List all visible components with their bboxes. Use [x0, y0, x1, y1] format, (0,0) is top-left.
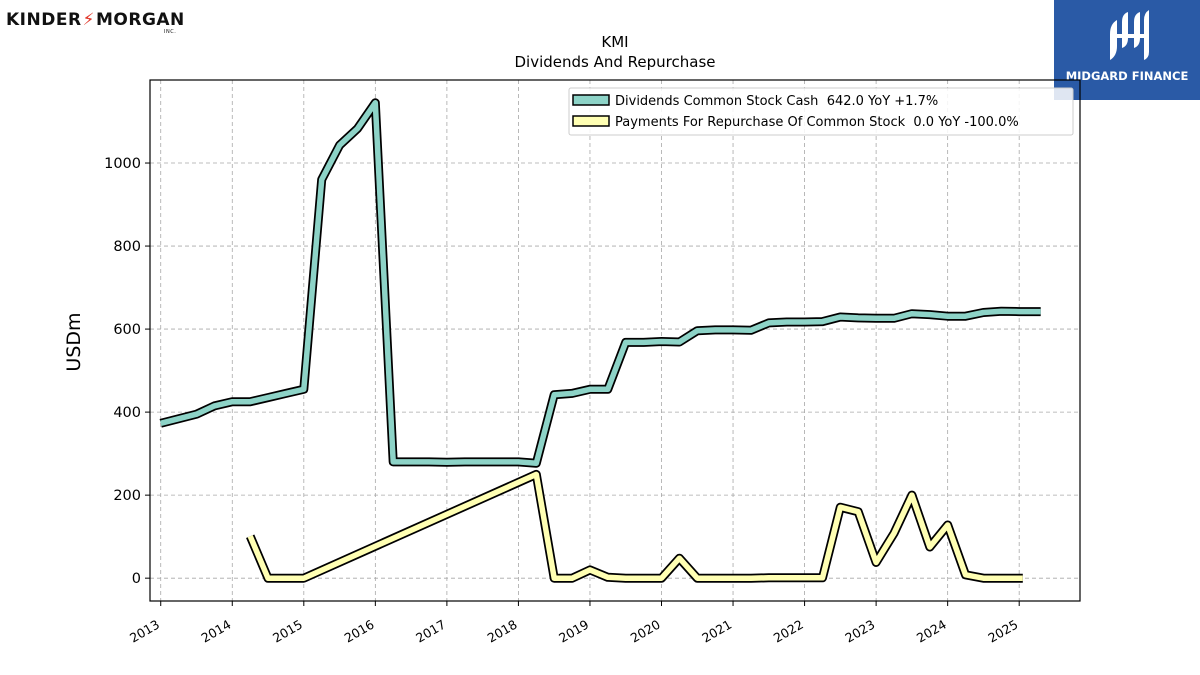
series-2-line — [247, 471, 1023, 581]
plot-frame — [149, 79, 1081, 602]
series-2 — [246, 469, 1023, 583]
logo-inc: INC. — [164, 29, 177, 35]
y-tick-label: 200 — [113, 488, 141, 504]
legend-swatch — [572, 94, 610, 106]
axes: 2013 2014 2015 2016 2017 2018 2019 2020 2021 2022… — [104, 79, 1081, 646]
x-tick-label: 2016 — [342, 617, 377, 646]
y-tick-label: 800 — [113, 239, 141, 255]
legend: Dividends Common Stock Cash 642.0 YoY +1… — [568, 87, 1074, 136]
x-tick-label: 2014 — [198, 617, 233, 646]
logo-word-1: KINDER — [6, 10, 82, 30]
midgard-finance-label: MIDGARD FINANCE — [1065, 69, 1189, 83]
midgard-finance-logo: MIDGARD FINANCE — [1054, 0, 1200, 100]
x-tick-label: 2017 — [413, 617, 448, 646]
y-tick-label: 1000 — [104, 156, 141, 172]
legend-box — [568, 87, 1074, 136]
y-tick-label: 400 — [113, 405, 141, 421]
midgard-emblem-icon — [1110, 10, 1149, 60]
grid — [150, 80, 1080, 601]
y-tick-label: 600 — [113, 322, 141, 338]
chart-subtitle: Dividends And Repurchase — [514, 53, 715, 71]
x-tick-label: 2024 — [914, 617, 949, 646]
legend-swatch — [572, 115, 610, 127]
legend-label: Payments For Repurchase Of Common Stock … — [615, 115, 1019, 130]
x-tick-label: 2018 — [485, 617, 520, 646]
x-tick-label: 2025 — [985, 617, 1020, 646]
chart-title: KMI — [601, 33, 628, 51]
series-1 — [159, 98, 1041, 468]
x-tick-label: 2015 — [270, 617, 305, 646]
lightning-bolt-icon: ⚡ — [82, 10, 95, 30]
x-tick-label: 2019 — [556, 617, 591, 646]
legend-label: Dividends Common Stock Cash 642.0 YoY +1… — [615, 94, 938, 109]
legend-item-2: Payments For Repurchase Of Common Stock … — [572, 115, 1019, 130]
logo-word-2: MORGAN — [95, 10, 185, 30]
legend-item-1: Dividends Common Stock Cash 642.0 YoY +1… — [572, 94, 938, 109]
x-tick-label: 2023 — [842, 617, 877, 646]
x-tick-label: 2020 — [628, 617, 663, 646]
x-tick-label: 2022 — [771, 617, 806, 646]
series-1-outline — [159, 98, 1041, 468]
x-tick-label: 2013 — [127, 617, 162, 646]
y-axis-label: USDm — [63, 312, 85, 371]
series-2-outline — [246, 469, 1023, 583]
series-1-line — [160, 100, 1041, 466]
kinder-morgan-logo: KINDER⚡MORGAN INC. — [6, 10, 185, 35]
x-tick-label: 2021 — [699, 617, 734, 646]
y-tick-label: 0 — [132, 571, 141, 587]
series-layer — [159, 98, 1041, 583]
